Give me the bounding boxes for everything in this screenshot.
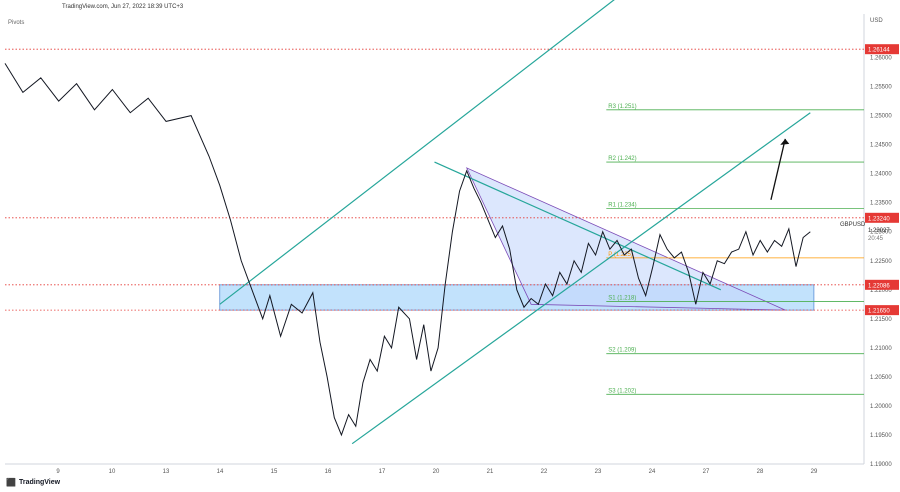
x-tick-label-5: 16 bbox=[325, 469, 332, 475]
x-tick-label-0: 9 bbox=[56, 469, 60, 475]
x-tick-label-4: 15 bbox=[271, 469, 278, 475]
chart-header: TradingView.com, Jun 27, 2022 18:39 UTC+… bbox=[62, 4, 184, 10]
y-tick-label-6: 1.23000 bbox=[870, 230, 892, 236]
level-label-bg-0 bbox=[865, 44, 899, 55]
x-tick-label-7: 20 bbox=[433, 469, 440, 475]
level-label-bg-3 bbox=[865, 305, 899, 316]
channel-line-lower bbox=[351, 112, 811, 445]
price-line bbox=[4, 63, 811, 437]
channel-line-extra bbox=[434, 161, 722, 291]
last-price-label: 1.23027 bbox=[868, 228, 890, 234]
y-tick-label-9: 1.21500 bbox=[870, 317, 892, 323]
y-tick-label-13: 1.19500 bbox=[870, 433, 892, 439]
y-tick-label-10: 1.21000 bbox=[870, 346, 892, 352]
tradingview-brand: ⬛ TradingView bbox=[6, 478, 60, 487]
level-label-bg-2 bbox=[865, 279, 899, 290]
pivot-label-2: R1 (1.234) bbox=[608, 203, 636, 209]
y-tick-label-14: 1.19000 bbox=[870, 462, 892, 468]
x-tick-label-3: 14 bbox=[217, 469, 224, 475]
y-tick-label-1: 1.25500 bbox=[870, 85, 892, 91]
x-tick-label-8: 21 bbox=[487, 469, 494, 475]
triangle-pattern bbox=[465, 167, 786, 311]
brand-name: TradingView bbox=[18, 479, 61, 486]
level-label-0: 1.26144 bbox=[868, 48, 890, 54]
y-tick-label-4: 1.24000 bbox=[870, 172, 892, 178]
pivot-label-5: S2 (1.209) bbox=[608, 348, 636, 354]
tradingview-logo-icon: ⬛ bbox=[6, 478, 16, 487]
pivot-label-0: R3 (1.251) bbox=[608, 104, 636, 110]
y-tick-label-5: 1.23500 bbox=[870, 201, 892, 207]
countdown-label: 20:45 bbox=[868, 236, 884, 242]
pivot-label-3: P (1.225) bbox=[608, 252, 633, 258]
level-label-1: 1.23240 bbox=[868, 216, 890, 222]
pivot-label-4: S1 (1.218) bbox=[608, 295, 636, 301]
x-tick-label-12: 27 bbox=[703, 469, 710, 475]
y-tick-label-8: 1.22000 bbox=[870, 288, 892, 294]
pivot-label-6: S3 (1.202) bbox=[608, 388, 636, 394]
symbol-label: GBPUSD bbox=[840, 222, 866, 228]
x-tick-label-9: 22 bbox=[541, 469, 548, 475]
y-tick-label-3: 1.24500 bbox=[870, 143, 892, 149]
pivot-label-1: R2 (1.242) bbox=[608, 156, 636, 162]
y-tick-label-11: 1.20500 bbox=[870, 375, 892, 381]
x-tick-label-14: 29 bbox=[811, 469, 818, 475]
y-tick-label-2: 1.25000 bbox=[870, 114, 892, 120]
level-label-3: 1.21650 bbox=[868, 309, 890, 315]
level-label-2: 1.22086 bbox=[868, 283, 890, 289]
x-tick-label-11: 24 bbox=[649, 469, 656, 475]
y-tick-label-7: 1.22500 bbox=[870, 259, 892, 265]
x-tick-label-6: 17 bbox=[379, 469, 386, 475]
level-label-bg-1 bbox=[865, 212, 899, 223]
currency-label: USD bbox=[870, 18, 883, 24]
x-tick-label-1: 10 bbox=[109, 469, 116, 475]
x-tick-label-2: 13 bbox=[163, 469, 170, 475]
projection-arrow-head bbox=[780, 138, 790, 145]
x-tick-label-13: 28 bbox=[757, 469, 764, 475]
x-tick-label-10: 23 bbox=[595, 469, 602, 475]
y-tick-label-0: 1.26000 bbox=[870, 56, 892, 62]
projection-arrow-shaft bbox=[770, 138, 786, 200]
channel-line-upper bbox=[219, 0, 615, 305]
indicator-name: Pivots bbox=[8, 20, 25, 26]
y-tick-label-12: 1.20000 bbox=[870, 404, 892, 410]
